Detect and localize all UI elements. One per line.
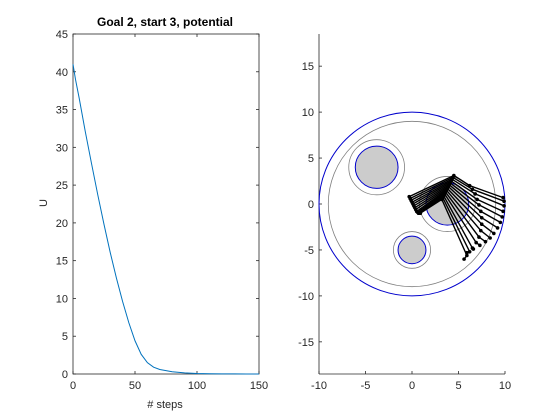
y-tick-label: 25 <box>56 180 68 192</box>
trajectory-joint <box>501 195 505 200</box>
trajectory-joint <box>488 236 492 240</box>
trajectory-snapshot <box>420 198 468 260</box>
plot-area <box>72 33 260 375</box>
trajectory-joint <box>501 209 505 214</box>
trajectory-joint <box>502 199 506 204</box>
trajectory-snapshot <box>414 185 498 229</box>
x-tick-label: 0 <box>409 380 415 392</box>
trajectory-joint <box>483 239 488 244</box>
y-tick-label: 10 <box>302 107 314 119</box>
x-tick-label: 0 <box>70 380 76 392</box>
trajectory-joint <box>500 215 505 219</box>
trajectory-snapshot <box>409 176 505 202</box>
trajectory-joint <box>473 192 478 196</box>
trajectory-snapshot <box>415 187 495 234</box>
trajectory-joint <box>467 249 472 254</box>
y-tick-label: 35 <box>56 105 68 117</box>
x-tick-label: -10 <box>311 380 327 392</box>
robot-trajectory <box>407 173 506 261</box>
obstacle-halo <box>348 139 405 196</box>
trajectory-snapshot <box>410 178 505 207</box>
trajectory-joint <box>479 228 483 233</box>
trajectory-joint <box>471 247 476 251</box>
trajectory-joint <box>465 253 469 258</box>
trajectory-snapshot <box>416 189 491 239</box>
y-tick-label: -5 <box>304 245 314 257</box>
y-tick-label: 10 <box>56 293 68 305</box>
y-tick-label: 0 <box>308 199 314 211</box>
trajectory-snapshot <box>412 182 503 218</box>
y-tick-label: 40 <box>56 67 68 79</box>
trajectory-joint <box>479 215 484 220</box>
y-tick-label: 5 <box>308 153 314 165</box>
y-tick-label: -15 <box>298 337 314 349</box>
y-tick-label: 45 <box>56 29 68 41</box>
trajectory-joint <box>439 197 444 202</box>
potential-line-chart: Goal 2, start 3, potential 0 50 100 150 0 5 10… <box>38 15 268 411</box>
obstacle-halo <box>392 231 431 269</box>
y-tick-label: 15 <box>56 256 68 268</box>
trajectory-joint <box>478 243 482 248</box>
trajectory-joint <box>479 209 483 214</box>
trajectory-joint <box>475 197 479 202</box>
trajectory-snapshot <box>417 191 486 243</box>
obstacle <box>354 145 399 189</box>
x-tick-label: 5 <box>455 380 461 392</box>
x-tick-label: 100 <box>188 380 206 392</box>
series-line-U <box>72 64 259 375</box>
trajectory-joint <box>502 204 506 208</box>
y-tick-label: -10 <box>298 291 314 303</box>
y-tick-label: 5 <box>62 331 68 343</box>
trajectory-snapshot <box>408 174 504 199</box>
trajectory-joint <box>477 203 481 207</box>
trajectory-joint <box>462 257 466 261</box>
x-tick-label: -5 <box>361 380 371 392</box>
y-tick-label: 30 <box>56 142 68 154</box>
trajectory-joint <box>470 187 475 192</box>
x-tick-label: 50 <box>129 380 141 392</box>
trajectory-snapshot <box>413 183 501 224</box>
left-axes <box>72 33 260 375</box>
y-tick-label: 20 <box>56 218 68 230</box>
trajectory-joint <box>479 222 484 227</box>
obstacle <box>397 235 427 265</box>
trajectory-snapshot <box>411 180 504 213</box>
x-tick-label: 10 <box>499 380 511 392</box>
world-boundary <box>318 111 506 297</box>
y-tick-label: 0 <box>62 369 68 381</box>
chart-title: Goal 2, start 3, potential <box>97 15 233 29</box>
left-tick-labels: 0 50 100 150 0 5 10 15 20 25 30 35 40 45 <box>56 29 268 392</box>
inner-ring <box>327 120 497 288</box>
trajectory-snapshot <box>418 193 481 246</box>
y-axis-label: U <box>38 199 50 207</box>
y-tick-label: 15 <box>302 61 314 73</box>
trajectory-joint <box>474 240 478 245</box>
x-tick-label: 150 <box>250 380 268 392</box>
trajectory-joint <box>418 211 423 215</box>
trajectory-joint <box>495 226 500 230</box>
x-axis-label: # steps <box>147 399 183 411</box>
trajectory-joint <box>498 220 503 225</box>
workspace-plot: -10 -5 0 5 10 -15 -10 -5 0 5 10 15 <box>298 34 511 392</box>
trajectory-joint <box>477 235 481 239</box>
trajectory-joint <box>492 231 496 236</box>
right-tick-labels: -10 -5 0 5 10 -15 -10 -5 0 5 10 15 <box>298 61 511 392</box>
